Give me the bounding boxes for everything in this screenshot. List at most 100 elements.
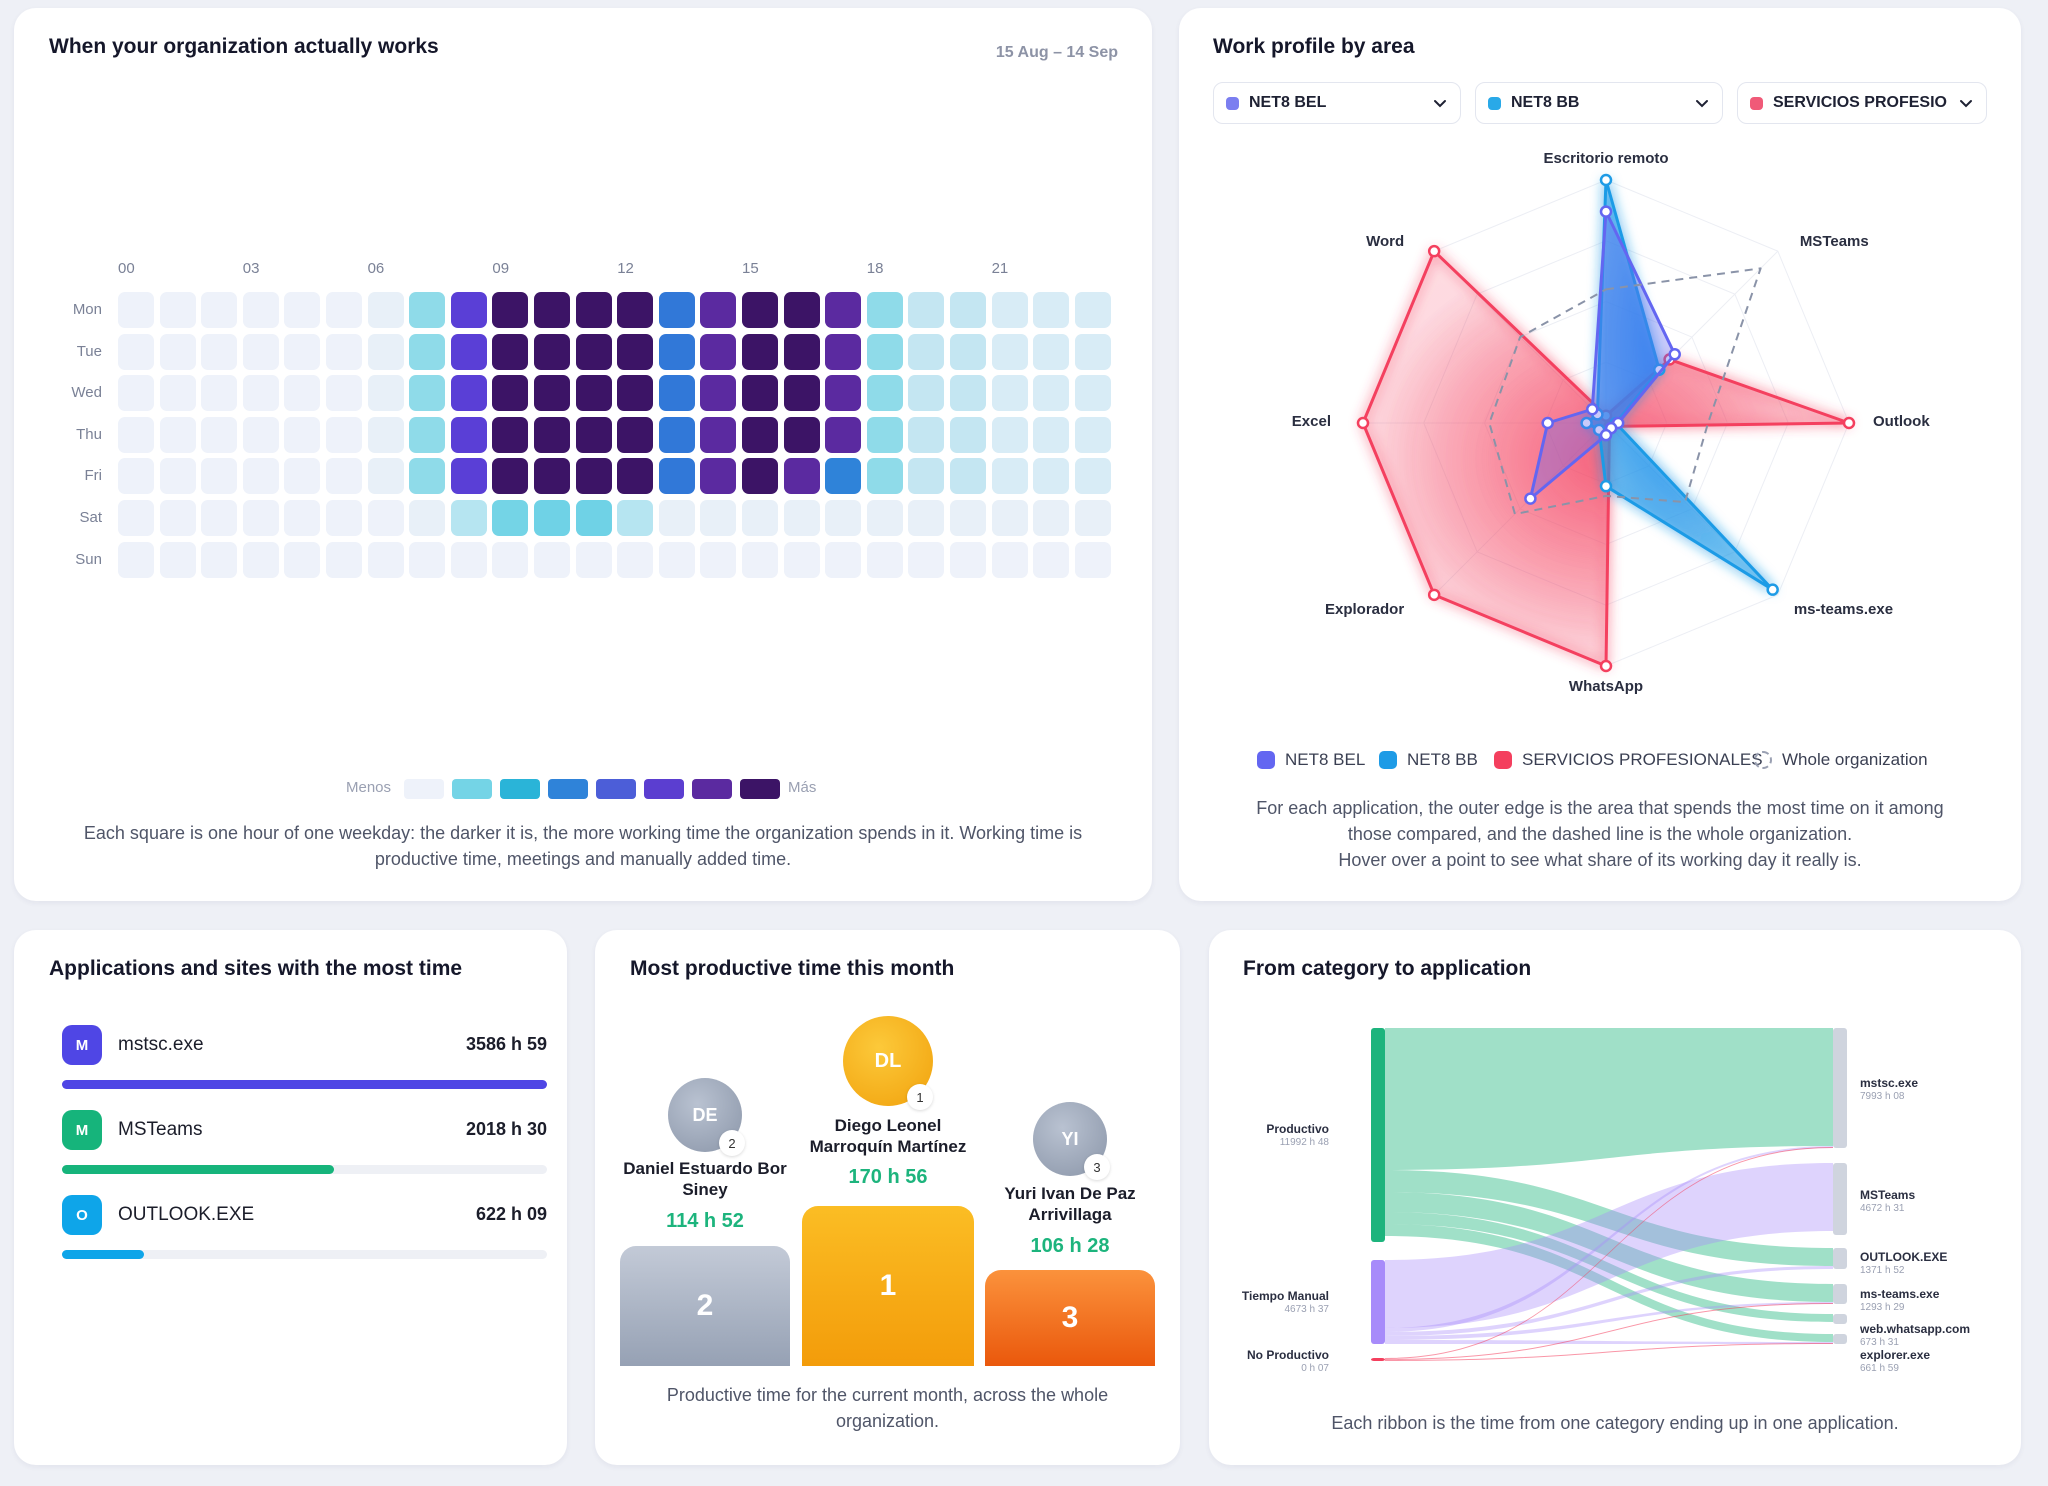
heatmap-cell[interactable] bbox=[908, 541, 945, 578]
heatmap-cell[interactable] bbox=[284, 333, 321, 370]
radar-point[interactable] bbox=[1541, 416, 1554, 430]
sankey-ribbon[interactable] bbox=[1385, 1147, 1833, 1359]
sankey-source-node[interactable] bbox=[1371, 1028, 1385, 1242]
sankey-ribbon[interactable] bbox=[1385, 1266, 1833, 1336]
heatmap-cell[interactable] bbox=[950, 333, 986, 370]
heatmap-cell[interactable] bbox=[367, 500, 404, 536]
heatmap-cell[interactable] bbox=[991, 458, 1028, 495]
sankey-ribbon[interactable] bbox=[1385, 1224, 1833, 1342]
heatmap-cell[interactable] bbox=[159, 333, 196, 370]
legend-whole-org[interactable]: Whole organization bbox=[1754, 750, 1928, 770]
heatmap-cell[interactable] bbox=[991, 333, 1028, 370]
heatmap-cell[interactable] bbox=[950, 375, 986, 412]
radar-point[interactable] bbox=[1586, 403, 1599, 416]
heatmap-cell[interactable] bbox=[534, 375, 570, 412]
sankey-target-node[interactable] bbox=[1833, 1163, 1847, 1235]
heatmap-cell[interactable] bbox=[242, 333, 279, 370]
sankey-target-node[interactable] bbox=[1833, 1334, 1847, 1344]
heatmap-cell[interactable] bbox=[492, 458, 529, 495]
sankey-ribbon[interactable] bbox=[1385, 1163, 1833, 1328]
heatmap-cell[interactable] bbox=[242, 375, 279, 412]
heatmap-cell[interactable] bbox=[492, 541, 529, 578]
heatmap-cell[interactable] bbox=[617, 333, 654, 370]
heatmap-cell[interactable] bbox=[118, 292, 154, 328]
heatmap-cell[interactable] bbox=[658, 375, 695, 412]
heatmap-cell[interactable] bbox=[118, 458, 154, 495]
heatmap-cell[interactable] bbox=[367, 458, 404, 495]
heatmap-cell[interactable] bbox=[1074, 292, 1111, 328]
heatmap-cell[interactable] bbox=[575, 541, 612, 578]
heatmap-cell[interactable] bbox=[742, 541, 778, 578]
heatmap-cell[interactable] bbox=[825, 375, 862, 412]
heatmap-cell[interactable] bbox=[742, 375, 778, 412]
heatmap-cell[interactable] bbox=[617, 292, 654, 328]
heatmap-cell[interactable] bbox=[118, 541, 154, 578]
heatmap-cell[interactable] bbox=[1033, 416, 1070, 453]
heatmap-cell[interactable] bbox=[742, 458, 778, 495]
area-select-2[interactable]: NET8 BB bbox=[1475, 82, 1723, 124]
heatmap-cell[interactable] bbox=[617, 416, 654, 453]
heatmap-cell[interactable] bbox=[991, 292, 1028, 328]
heatmap-cell[interactable] bbox=[1074, 541, 1111, 578]
sankey-target-node[interactable] bbox=[1833, 1248, 1847, 1269]
heatmap-cell[interactable] bbox=[575, 292, 612, 328]
heatmap-cell[interactable] bbox=[450, 541, 487, 578]
heatmap-cell[interactable] bbox=[1074, 375, 1111, 412]
heatmap-cell[interactable] bbox=[825, 458, 862, 495]
heatmap-cell[interactable] bbox=[575, 375, 612, 412]
heatmap-cell[interactable] bbox=[908, 292, 945, 328]
radar-point[interactable] bbox=[1668, 348, 1681, 361]
heatmap-cell[interactable] bbox=[1033, 458, 1070, 495]
heatmap-cell[interactable] bbox=[658, 416, 695, 453]
heatmap-cell[interactable] bbox=[159, 541, 196, 578]
area-select-3[interactable]: SERVICIOS PROFESIONALES bbox=[1737, 82, 1987, 124]
heatmap-cell[interactable] bbox=[242, 292, 279, 328]
heatmap-cell[interactable] bbox=[950, 292, 986, 328]
heatmap-cell[interactable] bbox=[658, 458, 695, 495]
heatmap-cell[interactable] bbox=[825, 292, 862, 328]
heatmap-cell[interactable] bbox=[326, 416, 362, 453]
heatmap-cell[interactable] bbox=[409, 416, 446, 453]
sankey-ribbon[interactable] bbox=[1385, 1343, 1833, 1361]
heatmap-cell[interactable] bbox=[783, 458, 820, 495]
heatmap-cell[interactable] bbox=[908, 333, 945, 370]
heatmap-cell[interactable] bbox=[700, 458, 737, 495]
heatmap-cell[interactable] bbox=[700, 416, 737, 453]
heatmap-cell[interactable] bbox=[242, 541, 279, 578]
heatmap-cell[interactable] bbox=[575, 500, 612, 536]
heatmap-cell[interactable] bbox=[783, 292, 820, 328]
heatmap-cell[interactable] bbox=[825, 333, 862, 370]
legend-servicios[interactable]: SERVICIOS PROFESIONALES bbox=[1494, 750, 1763, 770]
radar-point[interactable] bbox=[1599, 173, 1613, 187]
heatmap-cell[interactable] bbox=[991, 500, 1028, 536]
heatmap-cell[interactable] bbox=[866, 458, 903, 495]
sankey-ribbon[interactable] bbox=[1385, 1192, 1833, 1302]
heatmap-cell[interactable] bbox=[950, 541, 986, 578]
heatmap-cell[interactable] bbox=[658, 500, 695, 536]
radar-point[interactable] bbox=[1599, 428, 1613, 442]
heatmap-cell[interactable] bbox=[783, 541, 820, 578]
heatmap-cell[interactable] bbox=[1033, 333, 1070, 370]
heatmap-cell[interactable] bbox=[201, 333, 238, 370]
sankey-ribbon[interactable] bbox=[1385, 1146, 1833, 1332]
heatmap-cell[interactable] bbox=[908, 375, 945, 412]
heatmap-cell[interactable] bbox=[367, 375, 404, 412]
sankey-target-node[interactable] bbox=[1833, 1284, 1847, 1304]
heatmap-cell[interactable] bbox=[326, 333, 362, 370]
heatmap-cell[interactable] bbox=[284, 500, 321, 536]
heatmap-cell[interactable] bbox=[534, 541, 570, 578]
sankey-ribbon[interactable] bbox=[1385, 1028, 1833, 1170]
heatmap-cell[interactable] bbox=[742, 333, 778, 370]
heatmap-cell[interactable] bbox=[159, 458, 196, 495]
heatmap-cell[interactable] bbox=[118, 500, 154, 536]
heatmap-cell[interactable] bbox=[1074, 333, 1111, 370]
heatmap-cell[interactable] bbox=[409, 333, 446, 370]
heatmap-cell[interactable] bbox=[492, 500, 529, 536]
heatmap-cell[interactable] bbox=[825, 416, 862, 453]
heatmap-cell[interactable] bbox=[1074, 458, 1111, 495]
heatmap-cell[interactable] bbox=[450, 292, 487, 328]
heatmap-cell[interactable] bbox=[201, 500, 238, 536]
heatmap-cell[interactable] bbox=[534, 416, 570, 453]
heatmap-cell[interactable] bbox=[991, 416, 1028, 453]
radar-point[interactable] bbox=[1766, 583, 1779, 596]
